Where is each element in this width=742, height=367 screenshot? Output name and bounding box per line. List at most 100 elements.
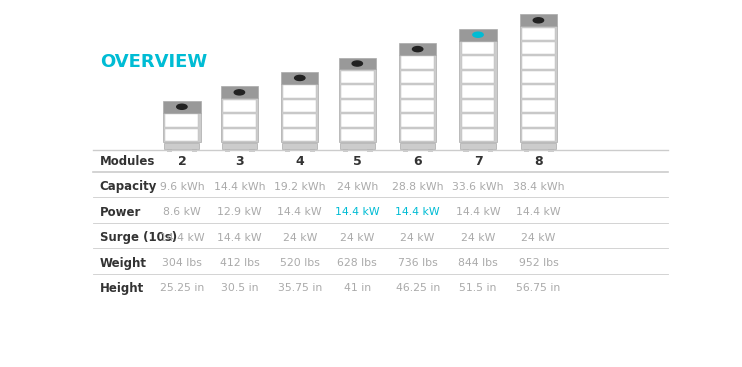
FancyBboxPatch shape (522, 57, 555, 69)
Text: 2: 2 (177, 155, 186, 168)
FancyBboxPatch shape (163, 113, 200, 142)
FancyBboxPatch shape (341, 128, 374, 141)
FancyBboxPatch shape (281, 84, 318, 142)
FancyBboxPatch shape (163, 101, 200, 113)
FancyBboxPatch shape (165, 114, 198, 127)
Text: Surge (10s): Surge (10s) (99, 231, 177, 244)
Text: 14.4 kW: 14.4 kW (217, 233, 262, 243)
Text: 7: 7 (473, 155, 482, 168)
Circle shape (234, 90, 245, 95)
Text: 41 in: 41 in (344, 283, 371, 294)
Text: Modules: Modules (99, 155, 155, 168)
FancyBboxPatch shape (401, 57, 434, 69)
Text: 24 kW: 24 kW (521, 233, 556, 243)
FancyBboxPatch shape (283, 100, 316, 112)
FancyBboxPatch shape (519, 14, 557, 26)
FancyBboxPatch shape (281, 72, 318, 84)
FancyBboxPatch shape (220, 87, 258, 98)
FancyBboxPatch shape (249, 149, 255, 152)
FancyBboxPatch shape (164, 143, 200, 149)
FancyBboxPatch shape (165, 128, 198, 141)
Text: 28.8 kWh: 28.8 kWh (392, 182, 444, 192)
Text: 35.75 in: 35.75 in (278, 283, 322, 294)
FancyBboxPatch shape (521, 143, 556, 149)
Circle shape (413, 47, 423, 52)
FancyBboxPatch shape (285, 149, 290, 152)
FancyBboxPatch shape (338, 69, 376, 142)
Circle shape (473, 32, 483, 37)
Text: 56.75 in: 56.75 in (516, 283, 560, 294)
FancyBboxPatch shape (462, 85, 494, 98)
FancyBboxPatch shape (400, 143, 436, 149)
Text: 520 lbs: 520 lbs (280, 258, 320, 268)
FancyBboxPatch shape (310, 149, 315, 152)
FancyBboxPatch shape (223, 100, 256, 112)
Text: 24 kW: 24 kW (340, 233, 375, 243)
FancyBboxPatch shape (462, 128, 494, 141)
FancyBboxPatch shape (401, 85, 434, 98)
FancyBboxPatch shape (548, 149, 554, 152)
Text: 46.25 in: 46.25 in (395, 283, 440, 294)
FancyBboxPatch shape (223, 128, 256, 141)
Text: 12.9 kW: 12.9 kW (217, 207, 262, 217)
Text: 24 kW: 24 kW (283, 233, 317, 243)
Text: 304 lbs: 304 lbs (162, 258, 202, 268)
FancyBboxPatch shape (401, 71, 434, 83)
FancyBboxPatch shape (220, 98, 258, 142)
FancyBboxPatch shape (462, 100, 494, 112)
Text: 5: 5 (353, 155, 361, 168)
Circle shape (295, 75, 305, 80)
Text: 6: 6 (413, 155, 422, 168)
FancyBboxPatch shape (341, 85, 374, 98)
FancyBboxPatch shape (463, 149, 468, 152)
FancyBboxPatch shape (340, 143, 375, 149)
Text: 51.5 in: 51.5 in (459, 283, 496, 294)
Text: 14.4 kW: 14.4 kW (160, 233, 204, 243)
FancyBboxPatch shape (522, 128, 555, 141)
FancyBboxPatch shape (461, 143, 496, 149)
FancyBboxPatch shape (283, 85, 316, 98)
Text: 628 lbs: 628 lbs (338, 258, 377, 268)
Circle shape (177, 104, 187, 109)
Text: 19.2 kWh: 19.2 kWh (274, 182, 326, 192)
FancyBboxPatch shape (522, 85, 555, 98)
Text: 14.4 kW: 14.4 kW (516, 207, 561, 217)
Text: 952 lbs: 952 lbs (519, 258, 558, 268)
Text: 14.4 kW: 14.4 kW (456, 207, 500, 217)
FancyBboxPatch shape (282, 143, 318, 149)
FancyBboxPatch shape (459, 29, 496, 41)
FancyBboxPatch shape (522, 42, 555, 54)
FancyBboxPatch shape (524, 149, 529, 152)
Text: 9.6 kWh: 9.6 kWh (160, 182, 204, 192)
Text: 33.6 kWh: 33.6 kWh (453, 182, 504, 192)
FancyBboxPatch shape (488, 149, 493, 152)
FancyBboxPatch shape (341, 71, 374, 83)
Text: 38.4 kWh: 38.4 kWh (513, 182, 564, 192)
FancyBboxPatch shape (401, 128, 434, 141)
Text: 4: 4 (295, 155, 304, 168)
Text: 3: 3 (235, 155, 243, 168)
FancyBboxPatch shape (223, 114, 256, 127)
Text: 14.4 kW: 14.4 kW (395, 207, 440, 217)
FancyBboxPatch shape (462, 71, 494, 83)
FancyBboxPatch shape (459, 41, 496, 142)
Text: 844 lbs: 844 lbs (458, 258, 498, 268)
Circle shape (352, 61, 362, 66)
Text: Weight: Weight (99, 257, 147, 269)
Text: 8.6 kW: 8.6 kW (163, 207, 201, 217)
FancyBboxPatch shape (343, 149, 348, 152)
Text: 24 kWh: 24 kWh (337, 182, 378, 192)
FancyBboxPatch shape (225, 149, 230, 152)
FancyBboxPatch shape (462, 114, 494, 127)
FancyBboxPatch shape (222, 143, 257, 149)
FancyBboxPatch shape (341, 100, 374, 112)
Text: 30.5 in: 30.5 in (220, 283, 258, 294)
Text: Height: Height (99, 282, 144, 295)
FancyBboxPatch shape (399, 55, 436, 142)
Circle shape (533, 18, 544, 23)
Text: 14.4 kW: 14.4 kW (278, 207, 322, 217)
Text: 24 kW: 24 kW (461, 233, 495, 243)
Text: OVERVIEW: OVERVIEW (99, 52, 207, 70)
Text: 8: 8 (534, 155, 542, 168)
FancyBboxPatch shape (401, 114, 434, 127)
